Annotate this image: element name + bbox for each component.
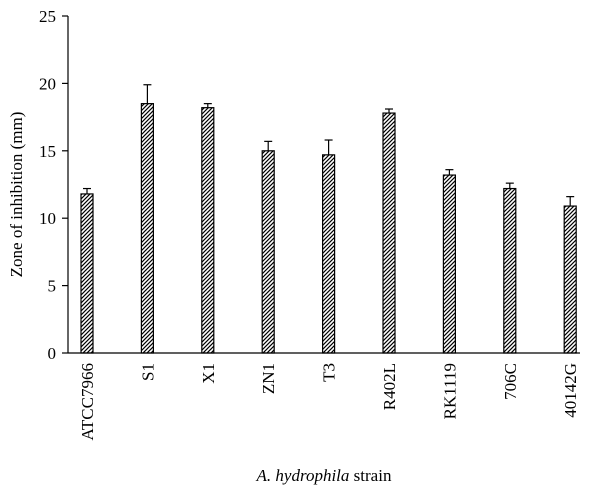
x-axis-title-rest: strain: [349, 466, 392, 485]
bar-40142g: [563, 205, 577, 354]
bar-706c: [503, 187, 517, 354]
bar-zn1: [261, 150, 275, 354]
y-tick-label: 15: [39, 142, 56, 161]
bar-rk1119: [442, 174, 456, 354]
x-tick-label: S1: [138, 363, 157, 381]
x-tick-label: 40142G: [561, 363, 580, 418]
x-tick-label: 706C: [501, 363, 520, 400]
x-tick-label: ZN1: [259, 363, 278, 394]
x-axis-title-italic: A. hydrophila: [256, 466, 350, 485]
y-tick-label: 25: [39, 7, 56, 26]
y-tick-label: 20: [39, 74, 56, 93]
y-ticks-group: 0 5 10 15 20 25: [39, 7, 68, 363]
y-tick-label: 10: [39, 209, 56, 228]
bars-group: [80, 103, 577, 354]
bar-r402l: [382, 112, 396, 354]
x-axis-title: A. hydrophila strain: [256, 466, 392, 485]
bar-t3: [322, 154, 336, 354]
x-tick-label: T3: [320, 363, 339, 382]
x-tick-label: ATCC7966: [78, 363, 97, 440]
x-ticks-group: ATCC7966 S1 X1 ZN1 T3 R402L RK1119 706C 40142G: [78, 363, 580, 440]
x-tick-label: RK1119: [440, 363, 459, 419]
bar-x1: [201, 107, 215, 354]
x-tick-label: R402L: [380, 363, 399, 410]
y-tick-label: 0: [48, 344, 57, 363]
y-tick-label: 5: [48, 277, 57, 296]
y-axis-title: Zone of inhibition (mm): [7, 112, 26, 278]
bar-atcc7966: [80, 193, 94, 354]
error-bars-group: [83, 84, 575, 207]
bar-s1: [140, 103, 154, 354]
x-tick-label: X1: [199, 363, 218, 384]
